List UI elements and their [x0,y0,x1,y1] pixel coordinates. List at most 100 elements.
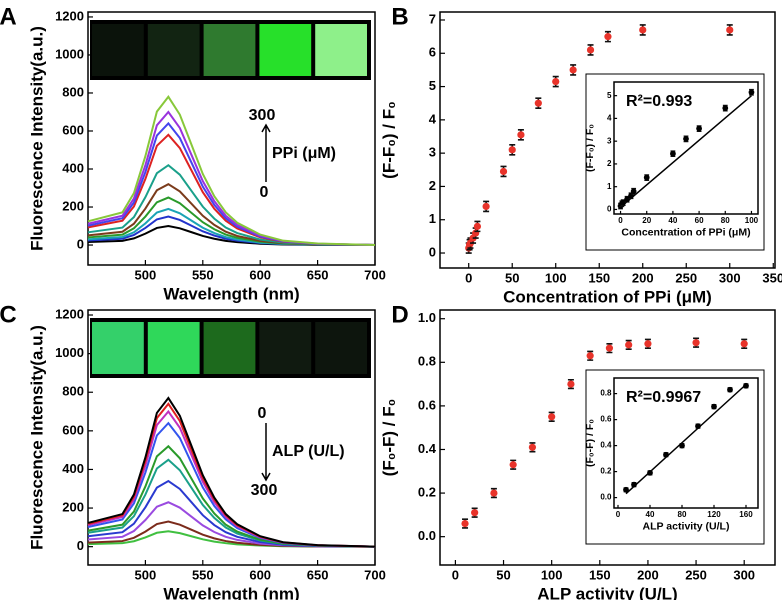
data-point [740,340,748,348]
data-point [748,89,755,96]
y-tick-label: 1000 [55,46,84,61]
spectrum-line [87,479,376,548]
panel-label: B [391,3,408,30]
cuvette [259,322,312,374]
y-tick-label: 1000 [55,345,84,360]
x-axis-label: Concentration of PPi (μM) [503,287,712,306]
panel-label: A [0,3,17,30]
x-tick-label: 200 [637,567,659,582]
data-point [631,481,637,488]
y-tick-label: 0.4 [418,441,437,456]
spectrum-line [87,95,376,247]
x-axis-label: ALP activity (U/L) [643,520,730,532]
y-tick-label: 400 [62,160,84,175]
y-tick-label: 0.6 [418,397,436,412]
x-tick-label: 0 [618,216,623,225]
data-point [647,470,653,476]
x-tick-label: 650 [307,567,329,582]
y-tick-label: 0.2 [418,485,436,500]
x-tick-label: 700 [364,567,386,582]
y-tick-label: 0.4 [600,441,612,450]
panel-label: D [391,301,408,328]
y-tick-label: 0 [77,538,84,553]
plot-frame [439,309,776,566]
x-tick-label: 250 [685,567,707,582]
y-tick-label: 200 [62,198,84,213]
plot-frame [87,11,376,266]
spectrum-line [87,396,376,548]
data-point [471,509,479,517]
cuvette [315,322,367,374]
annotation: 300 [249,107,276,124]
data-point [711,403,717,410]
x-tick-label: 160 [739,510,753,519]
annotation: PPi (μM) [272,145,336,162]
x-tick-label: 300 [733,567,755,582]
arrow [261,423,271,482]
cuvette [92,24,144,76]
y-axis-label: Fluorescence Intensity(a.u.) [27,26,46,251]
y-tick-label: 0.8 [418,354,436,369]
y-tick-label: 2 [429,178,436,193]
fit-line [620,95,752,208]
spectrum-line [87,444,376,548]
data-point [727,386,733,393]
data-point [552,77,560,86]
data-point [625,341,633,349]
y-axis-label: (F-F₀) / F₀ [584,124,596,172]
y-tick-label: 3 [607,136,612,145]
arrow [261,123,271,182]
x-tick-label: 100 [545,270,567,285]
annotation: 0 [260,184,269,201]
data-point [722,105,729,112]
x-tick-label: 300 [719,270,741,285]
y-tick-label: 6 [429,45,436,60]
data-point [726,26,734,34]
r-squared: R²=0.9967 [626,389,701,406]
y-axis-label: (F₀-F) / F₀ [379,399,398,477]
y-tick-label: 600 [62,122,84,137]
data-point [663,451,669,458]
data-point [482,202,490,211]
annotation: 0 [258,405,267,422]
data-point [692,339,700,347]
x-tick-label: 0 [465,270,472,285]
y-axis-label: (F₀-F) / F₀ [584,419,596,467]
y-tick-label: 1200 [55,306,84,321]
y-tick-label: 5 [607,91,612,100]
x-tick-label: 0 [452,567,459,582]
cuvette [92,322,144,374]
x-tick-label: 550 [192,567,214,582]
annotation: ALP (U/L) [272,443,345,460]
y-tick-label: 3 [429,145,436,160]
data-point [643,174,650,181]
data-point [586,46,595,54]
x-tick-label: 80 [721,216,730,225]
data-point [548,413,556,421]
plot-frame [439,11,776,269]
panel-label: C [0,301,17,328]
y-tick-label: 4 [429,111,437,126]
data-point [604,33,612,41]
y-tick-label: 600 [62,422,84,437]
x-axis-label: Wavelength (nm) [163,584,299,600]
y-tick-label: 1.0 [418,310,436,325]
x-tick-label: 60 [695,216,704,225]
data-point [508,146,516,154]
x-axis-label: Wavelength (nm) [163,284,299,303]
y-tick-label: 0 [429,244,436,259]
r-squared: R²=0.993 [626,93,692,110]
y-tick-label: 7 [429,11,436,26]
x-tick-label: 80 [678,510,687,519]
data-point [567,380,575,388]
x-tick-label: 150 [589,567,611,582]
x-tick-label: 120 [707,510,721,519]
spectrum-line [87,163,376,247]
inset-box [585,73,765,251]
y-tick-label: 800 [62,384,84,399]
y-axis-label: (F-F₀) / F₀ [379,101,398,179]
data-point [605,344,614,352]
y-tick-label: 0.8 [600,389,612,398]
cuvette [203,322,256,374]
data-point [696,125,702,132]
